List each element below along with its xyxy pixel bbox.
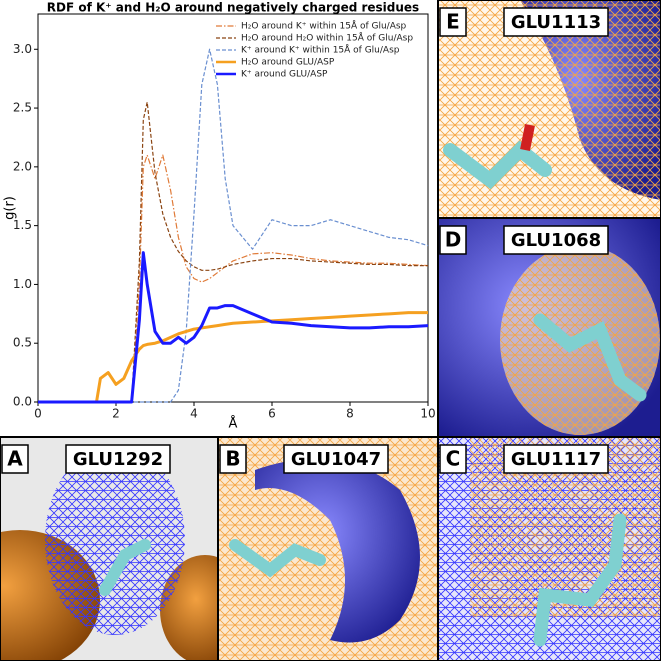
panel-letter-box (1, 444, 29, 474)
y-tick-label: 1.0 (13, 277, 32, 291)
x-tick-label: 6 (268, 407, 276, 421)
residue-box (65, 444, 171, 474)
legend-label: H₂O around K⁺ within 15Å of Glu/Asp (241, 20, 407, 32)
y-tick-label: 0.0 (13, 395, 32, 409)
residue-box (503, 225, 609, 255)
panel-letter: C (446, 447, 461, 471)
panel-letter: A (7, 447, 23, 471)
x-tick-label: 2 (112, 407, 120, 421)
panel-letter-box (439, 444, 467, 474)
panel-letter-box (439, 7, 467, 37)
plot-area (37, 13, 429, 403)
panel-letter: D (445, 228, 462, 252)
y-tick-label: 1.5 (13, 218, 32, 232)
residue-label: GLU1047 (291, 449, 381, 470)
y-tick-label: 3.0 (13, 42, 32, 56)
panel-letter-box (219, 444, 247, 474)
residue-box (283, 444, 389, 474)
residue-label: GLU1113 (511, 12, 601, 33)
legend-label: H₂O around H₂O within 15Å of Glu/Asp (241, 32, 413, 44)
residue-label: GLU1292 (73, 449, 163, 470)
legend-label: K⁺ around GLU/ASP (241, 70, 328, 80)
plot: RDF of K⁺ and H₂O around negatively char… (3, 1, 436, 432)
x-tick-label: 8 (346, 407, 354, 421)
chart-title: RDF of K⁺ and H₂O around negatively char… (47, 1, 419, 15)
residue-label: GLU1117 (511, 449, 601, 470)
series-line (38, 154, 429, 403)
y-tick-label: 2.5 (13, 101, 32, 115)
legend-label: H₂O around GLU/ASP (241, 58, 335, 68)
series-line (38, 48, 429, 403)
residue-box (503, 7, 609, 37)
residue-label: GLU1068 (511, 230, 601, 251)
panel-c (437, 436, 661, 661)
y-axis-label: g(r) (3, 196, 18, 220)
series-line (38, 101, 428, 403)
y-tick-label: 2.0 (13, 159, 32, 173)
x-axis-label: Å (229, 416, 238, 432)
panel-b (217, 436, 439, 661)
x-tick-label: 0 (34, 407, 42, 421)
series-line (38, 311, 428, 404)
x-tick-label: 4 (190, 407, 198, 421)
panel-letter: E (446, 10, 460, 34)
residue-box (503, 444, 609, 474)
panel-letter: B (225, 447, 240, 471)
y-tick-label: 0.5 (13, 336, 32, 350)
panel-letter-box (439, 225, 467, 255)
panel-labels: E GLU1113 D GLU1068 A GLU1292 B GLU1047 C GLU1117 (1, 7, 609, 474)
x-tick-label: 10 (420, 407, 435, 421)
series-line (38, 251, 429, 404)
legend-label: K⁺ around K⁺ within 15Å of Glu/Asp (241, 44, 400, 56)
